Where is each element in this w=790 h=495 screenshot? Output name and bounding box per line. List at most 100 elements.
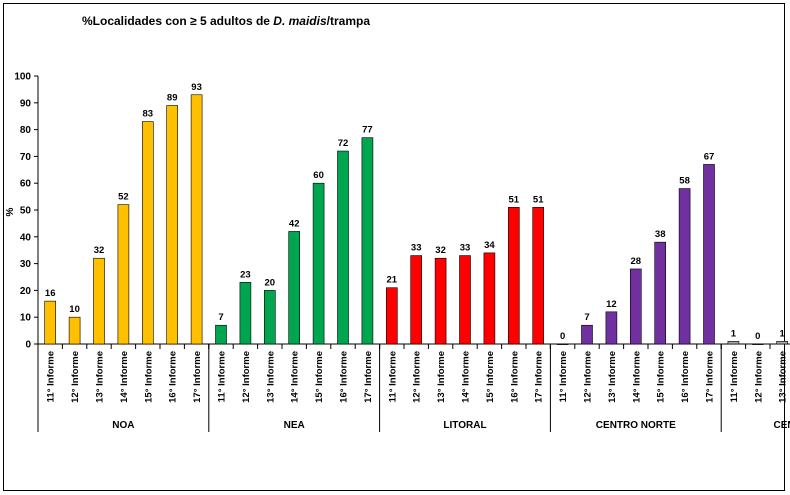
y-tick-label: 90 [20, 98, 32, 109]
data-label: 1 [780, 328, 786, 339]
chart-title: %Localidades con ≥ 5 adultos de D. maidi… [82, 14, 371, 28]
x-tick-label: 12° Informe [753, 351, 764, 403]
x-tick-label: 17° Informe [363, 351, 374, 403]
data-label: 83 [143, 109, 154, 120]
x-tick-label: 12° Informe [241, 351, 252, 403]
bar [507, 207, 520, 345]
bar [93, 257, 105, 345]
x-tick-label: 15° Informe [143, 351, 154, 403]
group-label: NOA [112, 420, 134, 431]
x-tick-label: 11° Informe [217, 351, 228, 402]
x-tick-label: 15° Informe [656, 351, 667, 403]
x-tick-label: 12° Informe [412, 351, 423, 403]
x-tick-label: 17° Informe [192, 351, 203, 403]
bar [44, 300, 57, 345]
x-tick-label: 16° Informe [168, 351, 179, 403]
y-tick-label: 20 [20, 286, 32, 297]
data-label: 23 [240, 269, 251, 280]
bar [751, 343, 764, 345]
bar [410, 255, 423, 345]
bar [483, 252, 496, 345]
data-label: 0 [560, 331, 565, 342]
data-label: 51 [533, 194, 544, 205]
data-label: 7 [218, 312, 223, 323]
x-tick-label: 14° Informe [290, 351, 301, 403]
chart-frame [3, 3, 785, 491]
bar [581, 324, 593, 345]
data-label: 89 [167, 92, 178, 103]
bar [215, 324, 227, 345]
bar [117, 204, 130, 345]
bar [166, 105, 178, 345]
bar [434, 257, 447, 345]
group-label: CENTRO SUR [774, 420, 790, 431]
y-tick-label: 30 [20, 259, 32, 270]
x-tick-label: 11° Informe [387, 351, 398, 402]
x-tick-label: 11° Informe [558, 351, 569, 402]
x-tick-label: 13° Informe [265, 351, 276, 403]
data-label: 20 [265, 277, 276, 288]
data-label: 16 [45, 288, 56, 299]
group-label: LITORAL [443, 420, 486, 431]
x-tick-label: 16° Informe [339, 351, 350, 403]
x-tick-label: 11° Informe [729, 351, 740, 402]
data-label: 33 [460, 243, 471, 254]
group-label: NEA [284, 420, 305, 431]
y-tick-label: 100 [14, 72, 31, 83]
data-label: 12 [606, 299, 617, 310]
x-tick-label: 17° Informe [705, 351, 716, 403]
data-label: 28 [631, 256, 642, 267]
bar [337, 150, 349, 345]
data-label: 0 [755, 331, 760, 342]
x-tick-label: 12° Informe [583, 351, 594, 403]
y-axis-label: % [5, 207, 16, 216]
data-label: 60 [313, 170, 324, 181]
x-tick-label: 13° Informe [95, 351, 106, 403]
data-label: 58 [679, 176, 690, 187]
data-label: 77 [362, 125, 373, 136]
data-label: 34 [484, 240, 495, 251]
x-tick-label: 14° Informe [461, 351, 472, 403]
data-label: 33 [411, 243, 422, 254]
bar [142, 121, 154, 345]
y-tick-label: 50 [20, 206, 32, 217]
bar [727, 341, 740, 345]
y-tick-label: 80 [20, 125, 32, 136]
bar [68, 316, 81, 345]
data-label: 42 [289, 218, 300, 229]
bar [263, 290, 276, 345]
bar [556, 343, 569, 345]
y-tick-label: 0 [25, 340, 31, 351]
bar [190, 94, 203, 345]
bar [629, 268, 642, 345]
y-tick-label: 70 [20, 152, 32, 163]
data-label: 52 [118, 192, 129, 203]
data-label: 32 [94, 245, 105, 256]
data-label: 1 [731, 328, 737, 339]
bar [703, 164, 715, 345]
bar [776, 341, 789, 345]
bar [654, 241, 667, 345]
y-tick-label: 60 [20, 179, 32, 190]
x-tick-label: 15° Informe [485, 351, 496, 403]
x-tick-label: 11° Informe [46, 351, 57, 402]
x-tick-label: 16° Informe [509, 351, 520, 403]
data-label: 7 [584, 312, 589, 323]
data-label: 72 [338, 138, 349, 149]
x-tick-label: 12° Informe [70, 351, 81, 403]
data-label: 51 [509, 194, 520, 205]
bar [385, 287, 398, 345]
x-tick-label: 13° Informe [436, 351, 447, 403]
bar [678, 188, 691, 345]
bar [288, 231, 301, 345]
y-tick-label: 10 [20, 313, 32, 324]
bar [459, 255, 471, 345]
data-label: 21 [387, 275, 398, 286]
data-label: 38 [655, 229, 666, 240]
y-tick-label: 40 [20, 232, 32, 243]
x-tick-label: 13° Informe [778, 351, 789, 403]
data-label: 32 [435, 245, 446, 256]
x-tick-label: 16° Informe [680, 351, 691, 403]
data-label: 10 [69, 304, 80, 315]
